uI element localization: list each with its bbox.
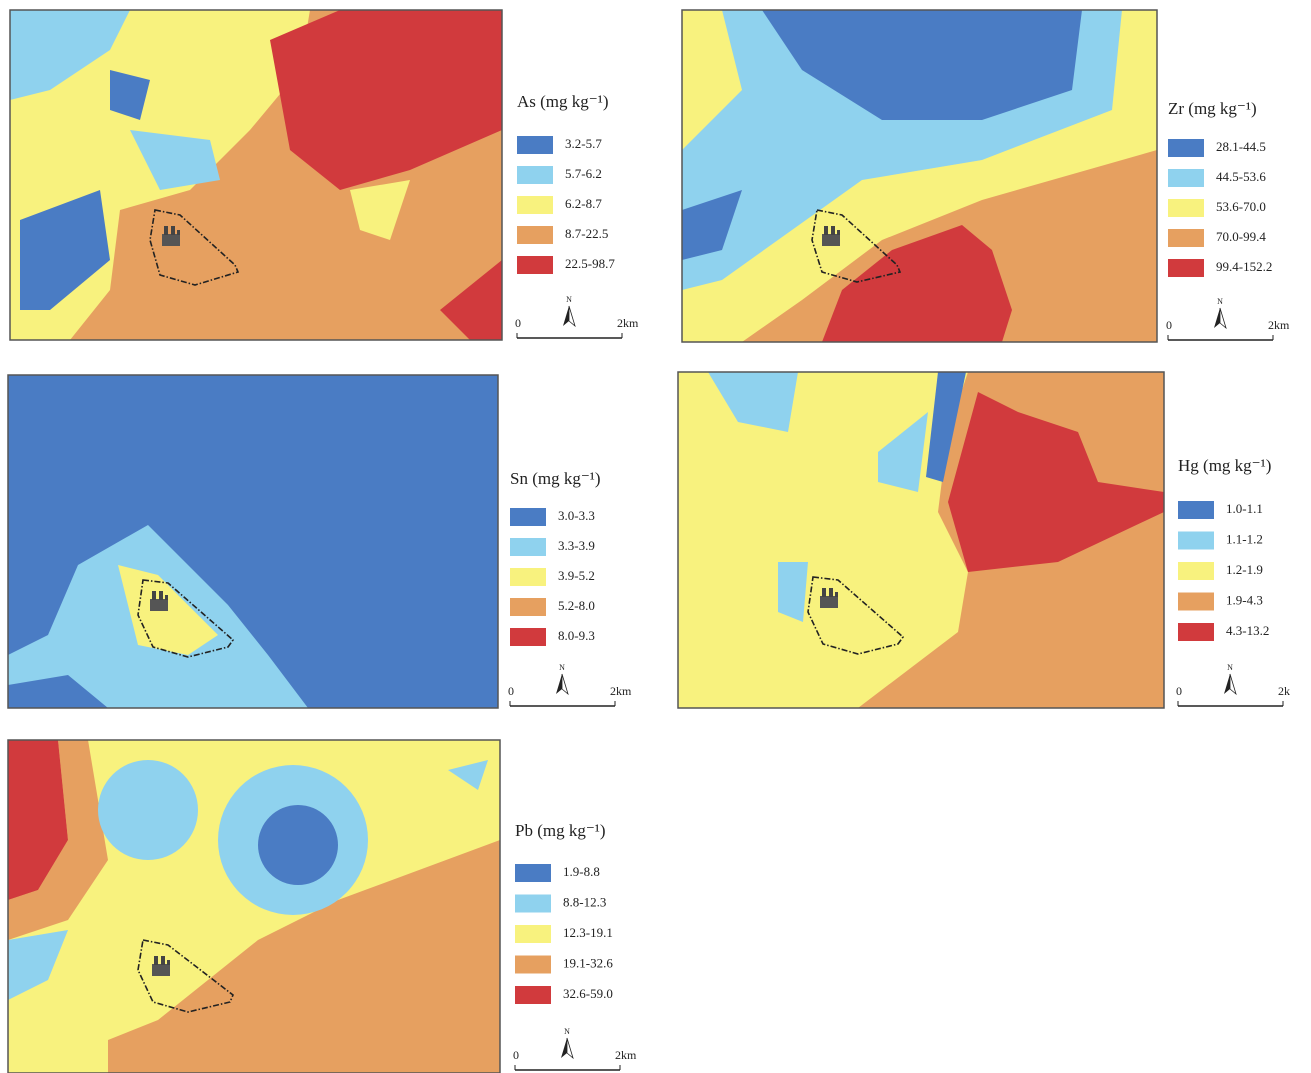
legend-swatch — [1168, 139, 1204, 157]
map-sn — [8, 375, 498, 708]
legend-label: 1.0-1.1 — [1226, 501, 1263, 516]
north-arrow — [1224, 674, 1230, 694]
legend-swatch — [1178, 593, 1214, 611]
legend-label: 22.5-98.7 — [565, 256, 615, 271]
map-hg — [678, 372, 1164, 708]
north-label: N — [1217, 297, 1223, 306]
legend-label: 3.0-3.3 — [558, 508, 595, 523]
legend-swatch — [1168, 199, 1204, 217]
legend-swatch — [1178, 562, 1214, 580]
north-arrow — [569, 306, 575, 326]
legend-swatch — [515, 956, 551, 974]
legend-swatch — [1178, 532, 1214, 550]
north-arrow — [567, 1038, 573, 1058]
legend-title: Sn (mg kg⁻¹) — [510, 469, 601, 488]
legend-swatch — [517, 226, 553, 244]
legend-swatch — [515, 864, 551, 882]
legend-swatch — [517, 256, 553, 274]
scale-start: 0 — [508, 684, 514, 698]
legend-label: 44.5-53.6 — [1216, 169, 1266, 184]
legend-label: 5.7-6.2 — [565, 166, 602, 181]
legend-label: 3.9-5.2 — [558, 568, 595, 583]
figure: As (mg kg⁻¹) 3.2-5.7 5.7-6.2 6.2-8.7 8.7-22.… — [0, 0, 1311, 1073]
legend-title: Zr (mg kg⁻¹) — [1168, 99, 1257, 118]
map-zr — [682, 10, 1157, 342]
scale-start: 0 — [515, 316, 521, 330]
legend-swatch — [1178, 501, 1214, 519]
legend-swatch — [1168, 169, 1204, 187]
legend-label: 12.3-19.1 — [563, 925, 613, 940]
north-arrow — [561, 1038, 567, 1058]
north-arrow — [563, 306, 569, 326]
north-arrow — [1220, 308, 1226, 328]
legend-label: 1.9-8.8 — [563, 864, 600, 879]
north-arrow — [1214, 308, 1220, 328]
legend-label: 8.7-22.5 — [565, 226, 608, 241]
legend-label: 5.2-8.0 — [558, 598, 595, 613]
north-arrow — [1230, 674, 1236, 694]
scale-start: 0 — [1166, 318, 1172, 332]
scale-end: 2k — [1278, 684, 1290, 698]
legend-swatch — [510, 508, 546, 526]
north-label: N — [559, 663, 565, 672]
north-label: N — [566, 295, 572, 304]
map-as — [10, 10, 502, 340]
legend-swatch — [517, 166, 553, 184]
legend-label: 1.9-4.3 — [1226, 592, 1263, 607]
legend-label: 99.4-152.2 — [1216, 259, 1272, 274]
north-label: N — [564, 1027, 570, 1036]
legend-swatch — [515, 986, 551, 1004]
legend-label: 4.3-13.2 — [1226, 623, 1269, 638]
legend-swatch — [1168, 259, 1204, 277]
legend-label: 32.6-59.0 — [563, 986, 613, 1001]
legend-label: 53.6-70.0 — [1216, 199, 1266, 214]
legend-label: 19.1-32.6 — [563, 955, 613, 970]
map-pb — [8, 740, 500, 1073]
scale-start: 0 — [513, 1048, 519, 1062]
legend-swatch — [515, 895, 551, 913]
legend-label: 3.3-3.9 — [558, 538, 595, 553]
scale-start: 0 — [1176, 684, 1182, 698]
north-label: N — [1227, 663, 1233, 672]
legend-title: Pb (mg kg⁻¹) — [515, 821, 606, 840]
legend-label: 1.2-1.9 — [1226, 562, 1263, 577]
scale-end: 2km — [610, 684, 632, 698]
legend-title: As (mg kg⁻¹) — [517, 92, 609, 111]
legend-label: 70.0-99.4 — [1216, 229, 1266, 244]
scale-end: 2km — [1268, 318, 1290, 332]
legend-title: Hg (mg kg⁻¹) — [1178, 456, 1271, 475]
scale-end: 2km — [615, 1048, 637, 1062]
legend-swatch — [1178, 623, 1214, 641]
north-arrow — [556, 674, 562, 694]
legend-swatch — [517, 136, 553, 154]
scale-end: 2km — [617, 316, 639, 330]
page: {"colors": ["#4a7cc4", "#8fd2ee", "#f8f2… — [0, 0, 1311, 1073]
north-arrow — [562, 674, 568, 694]
legend-swatch — [510, 598, 546, 616]
legend-label: 8.0-9.3 — [558, 628, 595, 643]
legend-swatch — [515, 925, 551, 943]
legend-label: 28.1-44.5 — [1216, 139, 1266, 154]
legend-swatch — [510, 568, 546, 586]
legend-swatch — [1168, 229, 1204, 247]
legend-label: 6.2-8.7 — [565, 196, 602, 211]
legend-swatch — [517, 196, 553, 214]
legend-label: 3.2-5.7 — [565, 136, 602, 151]
legend-swatch — [510, 538, 546, 556]
legend-label: 1.1-1.2 — [1226, 531, 1263, 546]
legend-swatch — [510, 628, 546, 646]
legend-label: 8.8-12.3 — [563, 894, 606, 909]
